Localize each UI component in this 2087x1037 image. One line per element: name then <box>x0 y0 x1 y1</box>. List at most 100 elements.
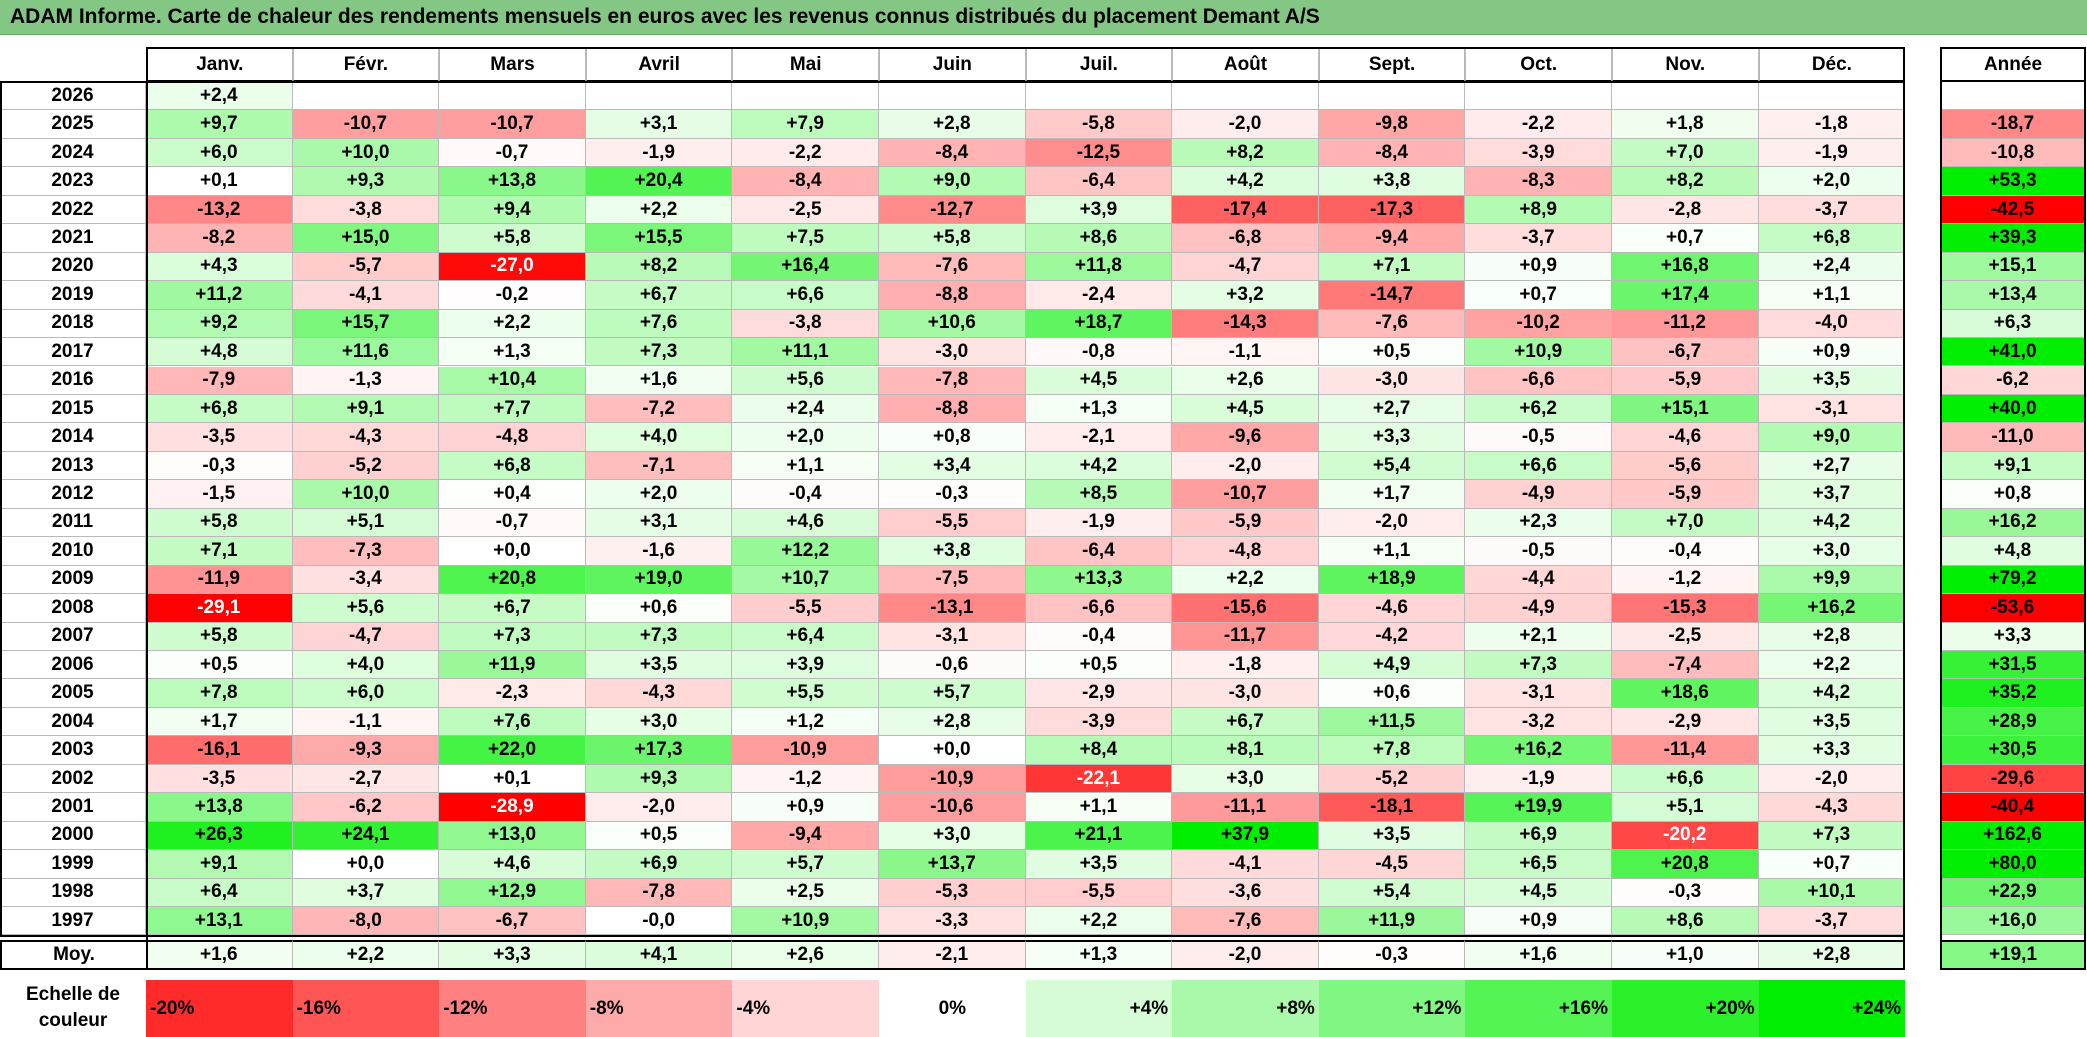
year-total-header: Année <box>1940 47 2086 82</box>
year-label: 2013 <box>0 451 146 481</box>
heatmap-cell: +16,8 <box>1612 252 1759 282</box>
heatmap-cell: +2,6 <box>1172 366 1319 395</box>
heatmap-cell: +1,1 <box>732 451 879 481</box>
heatmap-cell: -7,6 <box>1318 309 1466 339</box>
heatmap-cell: +3,7 <box>1758 480 1906 509</box>
year-label: 2026 <box>0 82 146 111</box>
heatmap-cell: -3,4 <box>292 565 440 595</box>
heatmap-cell: -5,5 <box>1025 878 1173 908</box>
year-label: 2003 <box>0 736 146 765</box>
heatmap-cell: +6,6 <box>1612 764 1759 794</box>
color-scale-swatch: +20% <box>1612 980 1759 1037</box>
heatmap-cell: -3,7 <box>1758 907 1906 936</box>
heatmap-cell: -3,0 <box>1318 366 1466 395</box>
heatmap-cell: -3,8 <box>732 309 879 339</box>
year-label: 2010 <box>0 537 146 566</box>
heatmap-cell: -27,0 <box>439 252 586 282</box>
color-scale-title: Echelle de couleur <box>0 982 146 1034</box>
heatmap-cell: +2,8 <box>879 110 1026 139</box>
heatmap-cell: -7,8 <box>585 878 733 908</box>
heatmap-cell: +3,1 <box>585 110 733 139</box>
heatmap-cell: +0,8 <box>879 423 1026 452</box>
average-cell: +4,1 <box>585 939 733 970</box>
heatmap-cell: +15,1 <box>1612 394 1759 424</box>
heatmap-cell: +13,1 <box>146 907 293 936</box>
heatmap-cell: +6,9 <box>585 850 733 879</box>
heatmap-cell: +13,7 <box>879 850 1026 879</box>
heatmap-cell: +1,1 <box>1758 281 1906 310</box>
heatmap-cell: +4,8 <box>146 338 293 367</box>
heatmap-cell: +5,8 <box>439 224 586 253</box>
heatmap-cell: +4,9 <box>1318 651 1466 680</box>
year-label: 2006 <box>0 651 146 680</box>
heatmap-cell: +0,5 <box>146 651 293 680</box>
heatmap-cell: -4,6 <box>1612 423 1759 452</box>
heatmap-cell: -0,4 <box>732 480 879 509</box>
heatmap-cell: +7,3 <box>585 338 733 367</box>
year-label: 2022 <box>0 195 146 225</box>
heatmap-cell: +1,6 <box>585 366 733 395</box>
heatmap-cell: +16,2 <box>1758 594 1906 623</box>
heatmap-cell: -4,7 <box>292 622 440 651</box>
year-label: 2017 <box>0 338 146 367</box>
annual-cell: -29,6 <box>1940 764 2086 794</box>
heatmap-cell: -10,9 <box>732 736 879 765</box>
heatmap-cell: -11,4 <box>1612 736 1759 765</box>
annual-cell: -18,7 <box>1940 110 2086 139</box>
heatmap-cell: +5,6 <box>732 366 879 395</box>
heatmap-cell: +15,7 <box>292 309 440 339</box>
heatmap-cell: -0,5 <box>1465 423 1612 452</box>
color-scale-swatch: +16% <box>1465 980 1612 1037</box>
year-label: 2011 <box>0 508 146 538</box>
heatmap-cell: -1,9 <box>1465 764 1612 794</box>
heatmap-cell: +0,0 <box>439 537 586 566</box>
heatmap-cell: -7,6 <box>1172 907 1319 936</box>
heatmap-cell: +13,3 <box>1025 565 1173 595</box>
annual-cell: -42,5 <box>1940 195 2086 225</box>
year-label: 2007 <box>0 622 146 651</box>
heatmap-cell: +4,6 <box>732 508 879 538</box>
heatmap-cell: +2,2 <box>439 309 586 339</box>
heatmap-cell: -7,9 <box>146 366 293 395</box>
heatmap-cell: +18,6 <box>1612 679 1759 708</box>
heatmap-cell: -9,4 <box>732 821 879 851</box>
heatmap-cell: +0,9 <box>1465 252 1612 282</box>
heatmap-cell: +0,7 <box>1465 281 1612 310</box>
heatmap-cell: +13,0 <box>439 821 586 851</box>
heatmap-cell: -1,9 <box>1758 138 1906 168</box>
heatmap-cell: +6,4 <box>146 878 293 908</box>
heatmap-cell: +20,4 <box>585 167 733 196</box>
heatmap-cell: +4,2 <box>1025 451 1173 481</box>
heatmap-cell: -1,9 <box>585 138 733 168</box>
heatmap-cell: +2,0 <box>585 480 733 509</box>
heatmap-cell: -9,6 <box>1172 423 1319 452</box>
heatmap-cell: +20,8 <box>439 565 586 595</box>
heatmap-cell: +9,7 <box>146 110 293 139</box>
heatmap-cell: +6,6 <box>1465 451 1612 481</box>
heatmap-cell: +2,4 <box>732 394 879 424</box>
heatmap-cell: -0,4 <box>1025 622 1173 651</box>
heatmap-cell: +0,1 <box>146 167 293 196</box>
heatmap-cell: +4,2 <box>1172 167 1319 196</box>
heatmap-cell: +0,9 <box>732 793 879 822</box>
heatmap-cell: +0,4 <box>439 480 586 509</box>
annual-cell: +40,0 <box>1940 394 2086 424</box>
heatmap-cell: +3,1 <box>585 508 733 538</box>
heatmap-cell: +21,1 <box>1025 821 1173 851</box>
year-label: 1997 <box>0 907 146 936</box>
heatmap-cell: -0,2 <box>439 281 586 310</box>
heatmap-cell: +10,9 <box>732 907 879 936</box>
heatmap-cell: -2,0 <box>585 793 733 822</box>
heatmap-cell: -5,2 <box>1318 764 1466 794</box>
heatmap-cell: +8,2 <box>1172 138 1319 168</box>
heatmap-cell: +9,9 <box>1758 565 1906 595</box>
heatmap-cell: +3,9 <box>732 651 879 680</box>
heatmap-cell: +4,0 <box>292 651 440 680</box>
heatmap-cell: +4,5 <box>1172 394 1319 424</box>
annual-cell: +22,9 <box>1940 878 2086 908</box>
heatmap-cell: +11,1 <box>732 338 879 367</box>
heatmap-cell: +5,8 <box>146 622 293 651</box>
heatmap-cell: +5,5 <box>732 679 879 708</box>
average-label: Moy. <box>0 939 146 970</box>
average-cell: +1,6 <box>146 939 293 970</box>
